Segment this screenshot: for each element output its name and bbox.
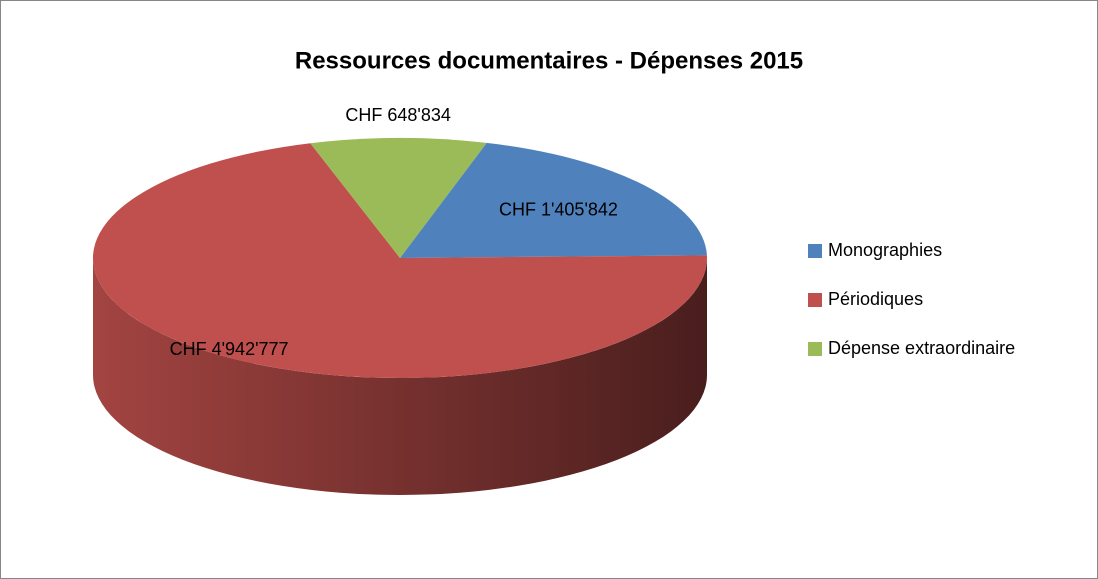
legend-label: Périodiques (828, 289, 923, 309)
legend-swatch (808, 293, 822, 307)
pie-side (93, 258, 707, 495)
legend-swatch (808, 244, 822, 258)
chart-title: Ressources documentaires - Dépenses 2015 (295, 47, 803, 74)
legend-label: Monographies (828, 240, 942, 260)
data-label: CHF 1'405'842 (499, 199, 618, 219)
legend-label: Dépense extraordinaire (828, 338, 1015, 358)
pie-slice (92, 143, 707, 378)
data-label: CHF 4'942'777 (170, 339, 289, 359)
data-label: CHF 648'834 (345, 105, 451, 125)
pie-slice (310, 138, 487, 258)
legend-swatch (808, 342, 822, 356)
pie-slice (400, 142, 707, 258)
